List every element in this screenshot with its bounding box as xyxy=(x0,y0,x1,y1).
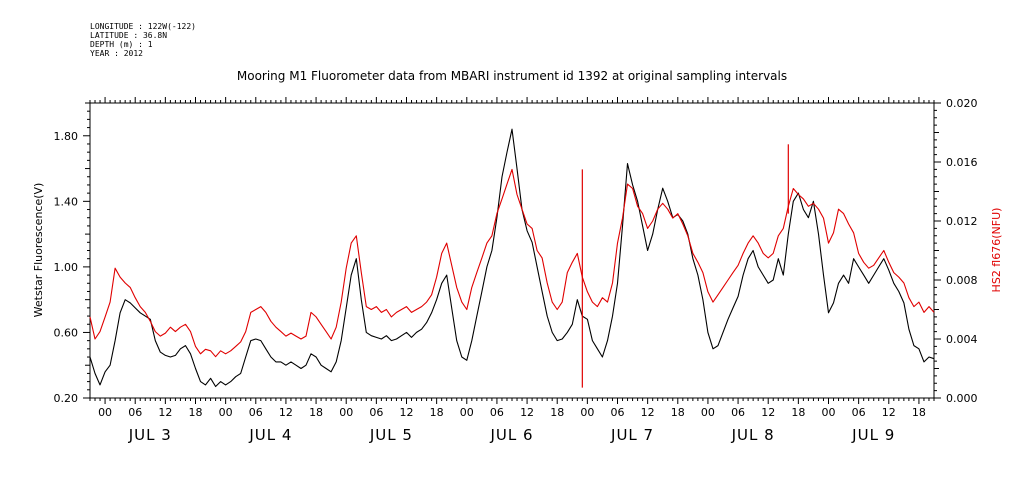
x-tick-label: 18 xyxy=(671,406,685,419)
y2-axis-label: HS2 fl676(NFU) xyxy=(990,208,1003,293)
x-tick-label: 12 xyxy=(279,406,293,419)
x-tick-label: 18 xyxy=(309,406,323,419)
x-tick-label: 00 xyxy=(219,406,233,419)
x-tick-label: 06 xyxy=(611,406,625,419)
y2-tick-label: 0.016 xyxy=(946,156,978,169)
x-tick-label: 12 xyxy=(400,406,414,419)
axes-layer: 00 06 12 18 00 06 12 18 00 06 12 18 00 06 12 18 00 06 12 18… xyxy=(54,97,978,444)
day-label: JUL 9 xyxy=(851,426,895,444)
x-tick-label: 00 xyxy=(701,406,715,419)
x-tick-label: 00 xyxy=(822,406,836,419)
data-layer xyxy=(89,128,935,388)
x-tick-label: 06 xyxy=(490,406,504,419)
x-tick-label: 12 xyxy=(882,406,896,419)
plot-frame xyxy=(89,102,935,399)
y-axis-label: Wetstar Fluorescence(V) xyxy=(32,183,45,318)
x-tick-label: 00 xyxy=(460,406,474,419)
x-tick-label: 18 xyxy=(550,406,564,419)
x-tick-label: 06 xyxy=(731,406,745,419)
x-tick-label: 00 xyxy=(339,406,353,419)
y-tick-label: 1.00 xyxy=(54,261,79,274)
series-line-hs2 xyxy=(89,168,935,358)
x-tick-label: 18 xyxy=(189,406,203,419)
series-line-wetstar xyxy=(89,128,935,388)
y-tick-label: 0.60 xyxy=(54,326,79,339)
x-tick-label: 18 xyxy=(791,406,805,419)
y2-tick-label: 0.000 xyxy=(946,392,978,405)
y2-tick-label: 0.020 xyxy=(946,97,978,110)
x-tick-label: 12 xyxy=(158,406,172,419)
x-tick-label: 18 xyxy=(912,406,926,419)
day-label: JUL 4 xyxy=(248,426,292,444)
y-tick-label: 1.80 xyxy=(54,130,79,143)
x-tick-label: 12 xyxy=(641,406,655,419)
day-label: JUL 6 xyxy=(489,426,533,444)
x-tick-label: 18 xyxy=(430,406,444,419)
x-tick-label: 12 xyxy=(761,406,775,419)
day-label: JUL 7 xyxy=(610,426,654,444)
x-tick-label: 12 xyxy=(520,406,534,419)
x-tick-label: 06 xyxy=(369,406,383,419)
y2-tick-label: 0.008 xyxy=(946,274,978,287)
x-tick-label: 00 xyxy=(580,406,594,419)
y-tick-label: 0.20 xyxy=(54,392,79,405)
x-tick-label: 06 xyxy=(128,406,142,419)
y2-tick-label: 0.004 xyxy=(946,333,978,346)
depth-label: DEPTH (m) : 1 xyxy=(90,40,153,49)
year-label: YEAR : 2012 xyxy=(90,49,143,58)
day-label: JUL 5 xyxy=(369,426,413,444)
latitude-label: LATITUDE : 36.8N xyxy=(90,31,168,40)
x-tick-label: 06 xyxy=(852,406,866,419)
x-tick-label: 00 xyxy=(98,406,112,419)
day-label: JUL 8 xyxy=(731,426,775,444)
x-tick-label: 06 xyxy=(249,406,263,419)
y-tick-label: 1.40 xyxy=(54,195,79,208)
longitude-label: LONGITUDE : 122W(-122) xyxy=(90,22,196,31)
metadata-block: LONGITUDE : 122W(-122) LATITUDE : 36.8N … xyxy=(90,22,196,58)
day-label: JUL 3 xyxy=(128,426,172,444)
chart-title: Mooring M1 Fluorometer data from MBARI i… xyxy=(237,69,787,83)
y2-tick-label: 0.012 xyxy=(946,215,978,228)
